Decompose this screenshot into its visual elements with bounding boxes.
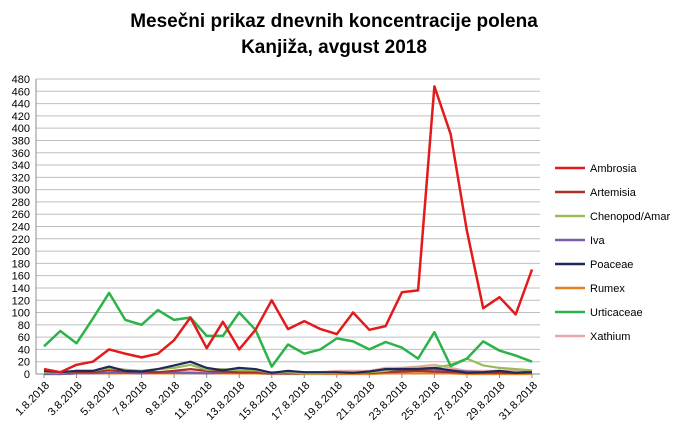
legend-label: Urticaceae xyxy=(590,307,643,319)
y-tick-label: 60 xyxy=(18,332,30,344)
y-tick-label: 20 xyxy=(18,357,30,369)
y-tick-label: 300 xyxy=(12,185,30,197)
legend: Ambrosia Artemisia Chenopod/Amar Iva Poaceae… xyxy=(555,163,670,343)
series-line-poaceae xyxy=(43,360,533,374)
legend-label: Rumex xyxy=(590,283,625,295)
series-line-urticaceae xyxy=(43,291,533,368)
y-tick-label: 180 xyxy=(12,258,30,270)
y-tick-label: 280 xyxy=(12,197,30,209)
y-tick-label: 40 xyxy=(18,344,30,356)
y-tick-label: 400 xyxy=(12,123,30,135)
y-tick-label: 240 xyxy=(12,222,30,234)
series-lines xyxy=(43,85,534,376)
y-tick-label: 380 xyxy=(12,135,30,147)
legend-label: Poaceae xyxy=(590,259,633,271)
legend-label: Iva xyxy=(590,235,606,247)
y-tick-label: 320 xyxy=(12,172,30,184)
y-tick-label: 260 xyxy=(12,209,30,221)
y-tick-label: 200 xyxy=(12,246,30,258)
y-tick-label: 100 xyxy=(12,308,30,320)
y-tick-label: 220 xyxy=(12,234,30,246)
y-tick-label: 0 xyxy=(24,369,30,381)
y-tick-label: 460 xyxy=(12,86,30,98)
y-tick-label: 340 xyxy=(12,160,30,172)
legend-label: Chenopod/Amar xyxy=(590,211,670,223)
y-tick-label: 160 xyxy=(12,271,30,283)
y-tick-label: 480 xyxy=(12,74,30,86)
x-tick-label: 1.8.2018 xyxy=(13,380,52,419)
series-line-ambrosia xyxy=(43,85,534,374)
y-tick-label: 120 xyxy=(12,295,30,307)
x-tick-label: 5.8.2018 xyxy=(78,380,117,419)
legend-label: Xathium xyxy=(590,331,630,343)
chart-subtitle: Kanjiža, avgust 2018 xyxy=(241,37,427,58)
y-tick-label: 80 xyxy=(18,320,30,332)
legend-label: Artemisia xyxy=(590,187,637,199)
y-tick-label: 440 xyxy=(12,99,30,111)
x-tick-label: 3.8.2018 xyxy=(46,380,85,419)
y-tick-label: 360 xyxy=(12,148,30,160)
y-tick-label: 420 xyxy=(12,111,30,123)
legend-label: Ambrosia xyxy=(590,163,637,175)
x-tick-label: 7.8.2018 xyxy=(111,380,150,419)
y-tick-label: 140 xyxy=(12,283,30,295)
chart-title: Mesečni prikaz dnevnih koncentracije pol… xyxy=(130,11,538,32)
